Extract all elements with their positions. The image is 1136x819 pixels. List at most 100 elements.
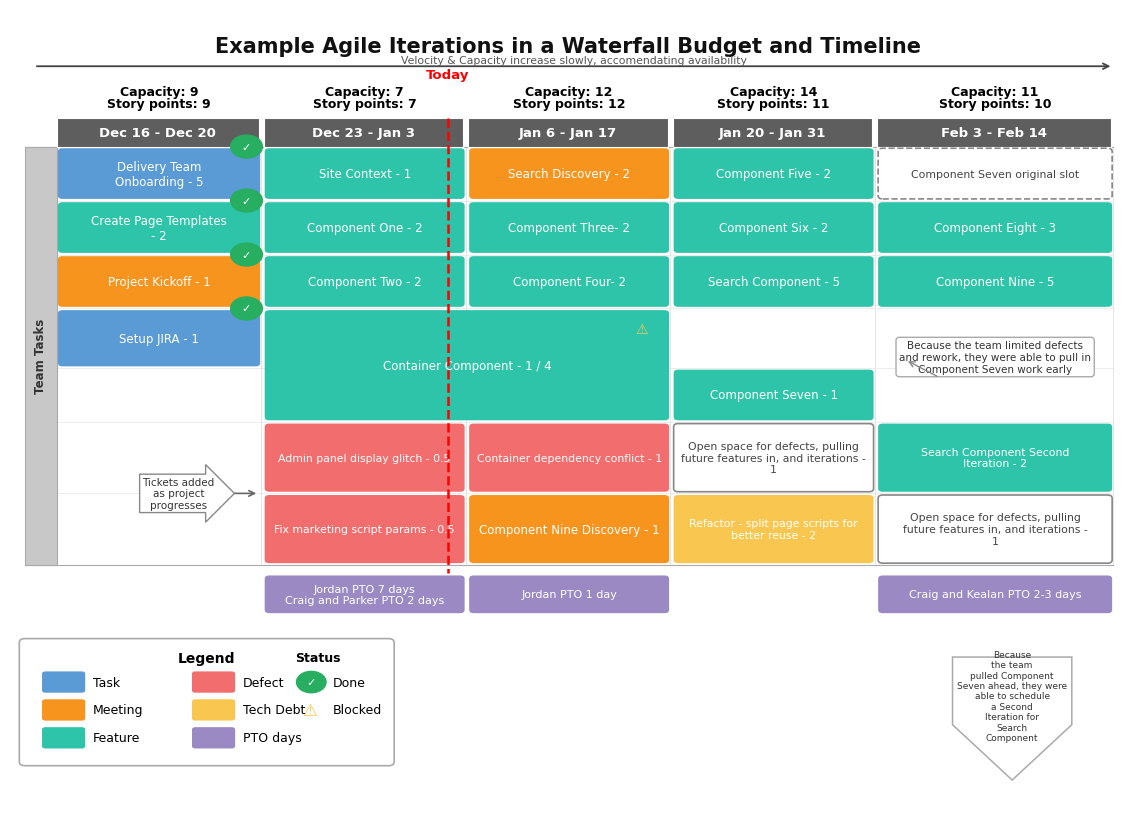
Circle shape <box>296 672 326 693</box>
Text: Feb 3 - Feb 14: Feb 3 - Feb 14 <box>941 127 1047 139</box>
Text: Component Three- 2: Component Three- 2 <box>508 222 630 235</box>
Text: Container dependency conflict - 1: Container dependency conflict - 1 <box>477 453 661 463</box>
Text: Setup JIRA - 1: Setup JIRA - 1 <box>119 333 199 346</box>
Text: ⚠: ⚠ <box>302 701 318 719</box>
FancyBboxPatch shape <box>469 495 669 563</box>
FancyBboxPatch shape <box>58 203 260 254</box>
Text: PTO days: PTO days <box>243 731 302 744</box>
Text: Dec 23 - Jan 3: Dec 23 - Jan 3 <box>312 127 415 139</box>
Text: Because
the team
pulled Component
Seven ahead, they were
able to schedule
a Seco: Because the team pulled Component Seven … <box>958 650 1067 742</box>
Text: Capacity: 9: Capacity: 9 <box>119 86 199 99</box>
FancyBboxPatch shape <box>57 119 259 147</box>
Text: Velocity & Capacity increase slowly, accomendating availability: Velocity & Capacity increase slowly, acc… <box>401 56 746 66</box>
FancyBboxPatch shape <box>192 727 235 749</box>
Text: Defect: Defect <box>243 676 285 689</box>
Text: Done: Done <box>333 676 366 689</box>
Text: Feature: Feature <box>93 731 141 744</box>
FancyBboxPatch shape <box>25 147 57 565</box>
FancyBboxPatch shape <box>878 257 1112 307</box>
FancyBboxPatch shape <box>192 672 235 693</box>
FancyBboxPatch shape <box>265 203 465 254</box>
Circle shape <box>231 190 262 213</box>
Text: ✓: ✓ <box>242 197 251 206</box>
Circle shape <box>231 136 262 159</box>
Text: Blocked: Blocked <box>333 704 382 717</box>
FancyBboxPatch shape <box>878 149 1112 200</box>
Text: Story points: 10: Story points: 10 <box>938 97 1052 111</box>
FancyBboxPatch shape <box>42 672 85 693</box>
FancyBboxPatch shape <box>469 424 669 492</box>
Text: Delivery Team
Onboarding - 5: Delivery Team Onboarding - 5 <box>115 161 203 188</box>
Text: Story points: 11: Story points: 11 <box>717 97 830 111</box>
Text: Component Seven - 1: Component Seven - 1 <box>710 389 837 402</box>
Text: Capacity: 12: Capacity: 12 <box>526 86 612 99</box>
Text: Fix marketing script params - 0.5: Fix marketing script params - 0.5 <box>275 524 454 535</box>
FancyBboxPatch shape <box>674 149 874 200</box>
FancyBboxPatch shape <box>674 424 874 492</box>
FancyBboxPatch shape <box>42 699 85 721</box>
FancyBboxPatch shape <box>264 119 463 147</box>
Text: Admin panel display glitch - 0.5: Admin panel display glitch - 0.5 <box>278 453 451 463</box>
FancyBboxPatch shape <box>265 424 465 492</box>
FancyBboxPatch shape <box>265 576 465 613</box>
Text: Component Nine - 5: Component Nine - 5 <box>936 276 1054 288</box>
Text: Container Component - 1 / 4: Container Component - 1 / 4 <box>383 360 551 373</box>
FancyBboxPatch shape <box>58 149 260 200</box>
Text: Component Nine Discovery - 1: Component Nine Discovery - 1 <box>478 523 660 536</box>
Text: Team Tasks: Team Tasks <box>34 319 48 394</box>
FancyBboxPatch shape <box>192 699 235 721</box>
FancyBboxPatch shape <box>878 495 1112 563</box>
FancyBboxPatch shape <box>19 639 394 766</box>
Text: Craig and Kealan PTO 2-3 days: Craig and Kealan PTO 2-3 days <box>909 590 1081 600</box>
Text: Capacity: 11: Capacity: 11 <box>952 86 1038 99</box>
Text: Search Discovery - 2: Search Discovery - 2 <box>508 168 630 181</box>
Text: Create Page Templates
- 2: Create Page Templates - 2 <box>91 215 227 242</box>
FancyBboxPatch shape <box>469 257 669 307</box>
Text: Meeting: Meeting <box>93 704 143 717</box>
FancyBboxPatch shape <box>265 149 465 200</box>
Text: Capacity: 7: Capacity: 7 <box>325 86 404 99</box>
FancyBboxPatch shape <box>265 310 669 421</box>
Text: Because the team limited defects
and rework, they were able to pull in
Component: Because the team limited defects and rew… <box>899 341 1092 374</box>
Text: Jan 6 - Jan 17: Jan 6 - Jan 17 <box>519 127 617 139</box>
Text: Open space for defects, pulling
future features in, and iterations -
1: Open space for defects, pulling future f… <box>682 441 866 475</box>
Text: ⚠: ⚠ <box>635 322 649 336</box>
Circle shape <box>231 244 262 267</box>
Text: Legend: Legend <box>178 651 235 665</box>
FancyBboxPatch shape <box>877 119 1111 147</box>
Text: Open space for defects, pulling
future features in, and iterations -
1: Open space for defects, pulling future f… <box>903 513 1087 546</box>
Text: Story points: 12: Story points: 12 <box>512 97 626 111</box>
Text: Component Five - 2: Component Five - 2 <box>716 168 832 181</box>
Text: Story points: 7: Story points: 7 <box>312 97 417 111</box>
Polygon shape <box>952 657 1072 780</box>
Text: Today: Today <box>426 69 469 82</box>
Text: Status: Status <box>295 651 341 664</box>
Text: Jordan PTO 1 day: Jordan PTO 1 day <box>521 590 617 600</box>
FancyBboxPatch shape <box>878 203 1112 254</box>
FancyBboxPatch shape <box>265 495 465 563</box>
Text: Jordan PTO 7 days
Craig and Parker PTO 2 days: Jordan PTO 7 days Craig and Parker PTO 2… <box>285 584 444 605</box>
Text: ✓: ✓ <box>242 304 251 314</box>
Text: ✓: ✓ <box>307 677 316 687</box>
FancyBboxPatch shape <box>878 576 1112 613</box>
Text: Search Component - 5: Search Component - 5 <box>708 276 840 288</box>
Text: Dec 16 - Dec 20: Dec 16 - Dec 20 <box>100 127 216 139</box>
FancyBboxPatch shape <box>58 310 260 367</box>
FancyBboxPatch shape <box>878 424 1112 492</box>
Text: Refactor - split page scripts for
better reuse - 2: Refactor - split page scripts for better… <box>690 518 858 541</box>
Text: Component Seven original slot: Component Seven original slot <box>911 170 1079 179</box>
FancyBboxPatch shape <box>468 119 668 147</box>
FancyBboxPatch shape <box>469 576 669 613</box>
Text: Search Component Second
Iteration - 2: Search Component Second Iteration - 2 <box>921 447 1069 469</box>
Text: Site Context - 1: Site Context - 1 <box>318 168 411 181</box>
Text: Jan 20 - Jan 31: Jan 20 - Jan 31 <box>719 127 826 139</box>
FancyBboxPatch shape <box>674 257 874 307</box>
FancyBboxPatch shape <box>674 495 874 563</box>
FancyBboxPatch shape <box>469 149 669 200</box>
Text: Tech Debt: Tech Debt <box>243 704 306 717</box>
Text: ✓: ✓ <box>242 143 251 152</box>
FancyBboxPatch shape <box>674 370 874 421</box>
Text: Component Four- 2: Component Four- 2 <box>512 276 626 288</box>
FancyBboxPatch shape <box>42 727 85 749</box>
Text: Project Kickoff - 1: Project Kickoff - 1 <box>108 276 210 288</box>
